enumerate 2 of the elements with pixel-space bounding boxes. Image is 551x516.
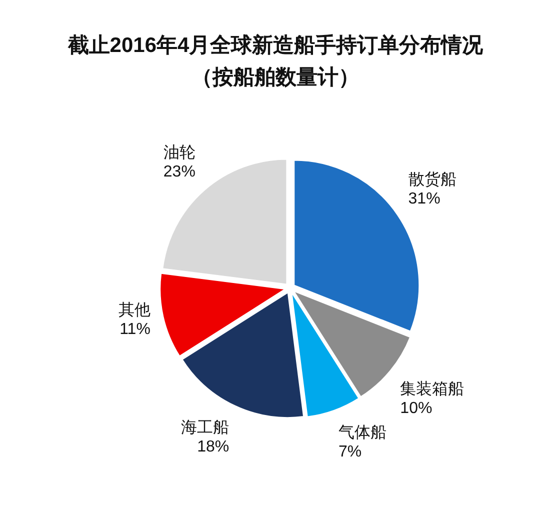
- subtitle: （按船舶数量计）: [192, 66, 360, 89]
- title: 截止2016年4月全球新造船手持订单分布情况: [68, 34, 484, 57]
